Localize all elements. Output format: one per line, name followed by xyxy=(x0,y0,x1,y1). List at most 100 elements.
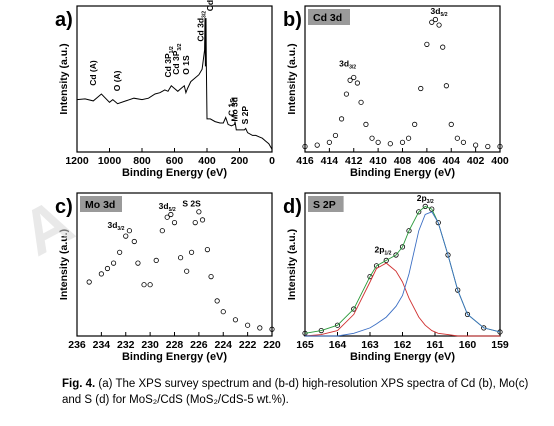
annotation-c: 3d3/2 xyxy=(107,220,124,232)
data-point-c xyxy=(159,228,165,234)
x-tick-label-b: 402 xyxy=(467,155,485,167)
data-point-d xyxy=(416,209,422,215)
data-point-b xyxy=(429,19,435,25)
data-point-c xyxy=(257,325,263,331)
x-tick-label-b: 414 xyxy=(321,155,339,167)
x-tick-label-a: 600 xyxy=(166,155,184,167)
x-tick-label-a: 1000 xyxy=(98,155,122,167)
data-point-c xyxy=(98,271,104,277)
panel-letter-d: d) xyxy=(283,196,302,218)
data-point-b xyxy=(443,83,449,89)
data-point-c xyxy=(104,265,111,272)
annotation-a: S 2P xyxy=(240,106,250,125)
data-point-c xyxy=(117,249,123,255)
annotation-d: 2p3/2 xyxy=(417,193,434,205)
panel-letter-b: b) xyxy=(283,9,302,31)
annotation-a: Cd 3P3/2 xyxy=(171,43,183,74)
data-point-c xyxy=(232,317,239,323)
data-point-b xyxy=(302,143,308,150)
y-axis-label-a: Intensity (a.u.) xyxy=(58,43,70,114)
panel-tag-box-c xyxy=(80,196,122,212)
x-tick-label-d: 165 xyxy=(296,339,314,351)
panel-tag-d: S 2P xyxy=(313,199,336,211)
data-point-d xyxy=(383,257,389,263)
data-point-b xyxy=(387,141,393,147)
data-point-b xyxy=(497,143,503,150)
x-tick-label-c: 236 xyxy=(68,339,86,351)
x-tick-label-c: 226 xyxy=(190,339,208,351)
plot-frame-c xyxy=(76,192,273,337)
data-point-b xyxy=(363,121,369,128)
series-line-a xyxy=(76,18,273,150)
x-tick-label-c: 230 xyxy=(141,339,159,351)
data-point-c xyxy=(208,273,214,280)
plot-frame-b xyxy=(304,5,501,153)
annotation-a: O (A) xyxy=(112,70,122,91)
data-point-c xyxy=(199,217,206,223)
x-tick-label-a: 800 xyxy=(133,155,151,167)
annotation-a: O 1S xyxy=(181,55,191,75)
data-point-b xyxy=(405,135,412,141)
y-axis-label-c: Intensity (a.u.) xyxy=(58,229,70,300)
x-tick-label-b: 408 xyxy=(394,155,412,167)
figure-caption: Fig. 4. (a) The XPS survey spectrum and … xyxy=(62,376,542,408)
data-point-c xyxy=(220,309,226,315)
data-point-c xyxy=(204,247,211,253)
caption-figure-label: Fig. 4. xyxy=(62,378,96,390)
x-axis-label-c: Binding Energy (eV) xyxy=(122,351,227,363)
annotation-a: Cd 3d5/2 xyxy=(205,0,217,11)
data-point-c xyxy=(110,260,117,266)
data-point-c xyxy=(141,282,147,288)
x-tick-label-c: 228 xyxy=(166,339,184,351)
x-tick-label-c: 220 xyxy=(263,339,281,351)
x-tick-label-c: 234 xyxy=(93,339,111,351)
data-point-b xyxy=(347,77,353,83)
data-point-c xyxy=(131,238,137,245)
data-point-b xyxy=(399,139,406,145)
panel-letter-c: c) xyxy=(55,196,73,218)
x-tick-label-c: 232 xyxy=(117,339,135,351)
data-point-d xyxy=(351,306,357,312)
data-point-c xyxy=(269,326,275,332)
x-tick-label-a: 400 xyxy=(198,155,216,167)
x-tick-label-b: 416 xyxy=(296,155,314,167)
panel-b: 416 414 412 410 408 406 404 402 400 Binding Energ… xyxy=(283,5,509,179)
x-axis-label-b: Binding Energy (eV) xyxy=(350,167,455,179)
annotation-b: 3d5/2 xyxy=(431,6,448,18)
y-axis-label-b: Intensity (a.u.) xyxy=(286,43,298,114)
data-point-b xyxy=(354,80,361,86)
data-point-b xyxy=(314,142,320,148)
data-point-d xyxy=(455,287,461,293)
data-point-d xyxy=(464,311,471,317)
data-point-c xyxy=(123,233,129,239)
data-point-b xyxy=(473,142,479,148)
data-point-c xyxy=(153,257,159,263)
data-point-c xyxy=(184,268,190,274)
annotation-a: Cd 3d3/2 xyxy=(196,11,208,42)
data-point-b xyxy=(424,41,430,47)
annotation-d: 2p1/2 xyxy=(374,244,391,256)
data-point-c xyxy=(188,249,195,255)
data-point-c xyxy=(126,228,133,234)
panel-d: 165 164 163 162 161 160 159 Binding Energy (eV)… xyxy=(283,192,509,363)
annotation-c: 3d5/2 xyxy=(159,201,176,213)
annotation-a: Cd 3P1/2 xyxy=(163,46,175,77)
data-point-c xyxy=(192,220,198,226)
data-point-b xyxy=(332,132,339,139)
fit-component-d-1 xyxy=(304,262,500,337)
data-point-c xyxy=(86,279,92,285)
data-point-b xyxy=(436,22,442,28)
x-tick-label-b: 406 xyxy=(418,155,436,167)
data-point-b xyxy=(485,143,491,150)
data-point-d xyxy=(435,220,441,226)
panel-tag-box-d xyxy=(308,196,344,212)
data-point-c xyxy=(196,209,202,215)
x-tick-label-a: 0 xyxy=(269,155,275,167)
x-tick-label-d: 164 xyxy=(329,339,347,351)
data-point-d xyxy=(445,252,451,258)
data-point-d xyxy=(497,329,503,335)
x-tick-label-b: 400 xyxy=(491,155,509,167)
x-tick-label-a: 1200 xyxy=(65,155,89,167)
